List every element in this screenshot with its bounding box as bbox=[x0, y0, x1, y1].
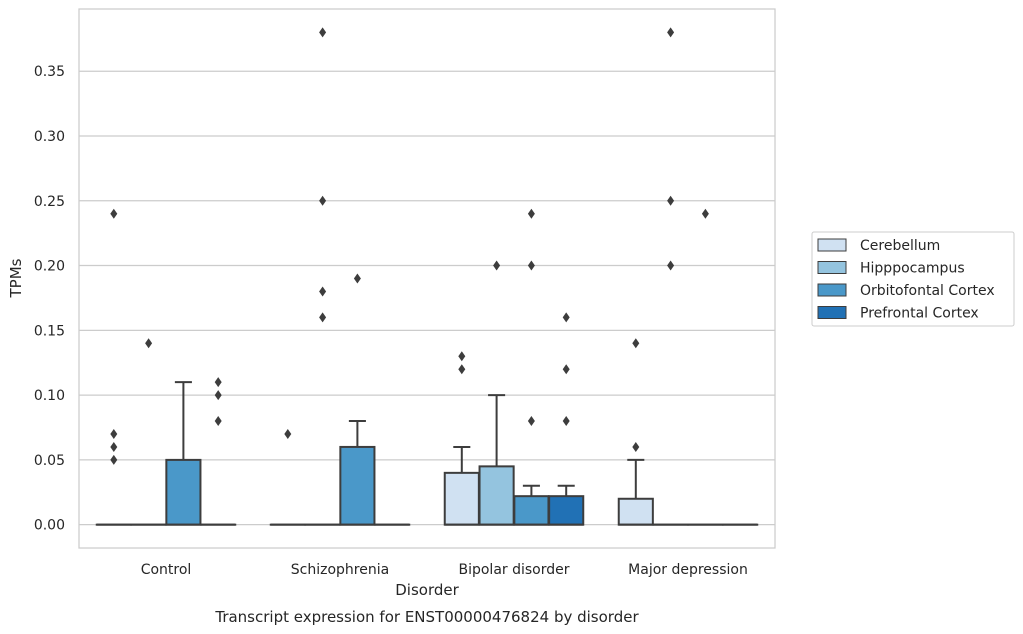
outlier-point bbox=[458, 364, 466, 375]
legend-frame bbox=[811, 231, 1015, 327]
box-0-0 bbox=[95, 208, 132, 526]
legend-label: Cerebellum bbox=[860, 238, 940, 254]
outlier-point bbox=[110, 454, 118, 465]
y-tick-label: 0.35 bbox=[34, 64, 65, 80]
outlier-point bbox=[319, 195, 327, 206]
outlier-point bbox=[667, 260, 675, 271]
outlier-point bbox=[145, 338, 153, 349]
box-0-1 bbox=[130, 338, 167, 526]
y-tick-labels: 0.00 0.05 0.10 0.15 0.20 0.25 0.30 0.35 bbox=[34, 64, 65, 533]
y-tick-label: 0.20 bbox=[34, 259, 65, 275]
x-tick-label: Bipolar disorder bbox=[458, 562, 569, 578]
x-axis-title: Disorder bbox=[395, 581, 459, 599]
box-body bbox=[617, 497, 654, 526]
box-1-1 bbox=[304, 27, 341, 526]
legend-swatch bbox=[817, 283, 847, 297]
outlier-point bbox=[493, 260, 501, 271]
box-body bbox=[339, 445, 376, 526]
outlier-point bbox=[110, 428, 118, 439]
box-0-3 bbox=[200, 377, 237, 526]
box-2-1 bbox=[478, 260, 515, 526]
outlier-point bbox=[562, 364, 570, 375]
legend-swatch bbox=[817, 306, 847, 319]
legend-swatch bbox=[817, 238, 847, 252]
outlier-point bbox=[458, 351, 466, 362]
box-1-0 bbox=[269, 428, 306, 526]
outlier-point bbox=[562, 312, 570, 323]
box-0-2 bbox=[165, 381, 202, 526]
y-axis-title: TPMs bbox=[7, 258, 25, 298]
box-3-2 bbox=[687, 208, 724, 526]
y-tick-label: 0.15 bbox=[34, 323, 65, 339]
legend-swatch bbox=[817, 261, 847, 274]
box-2-3 bbox=[548, 312, 585, 526]
outlier-point bbox=[527, 208, 535, 219]
outlier-point bbox=[214, 377, 222, 388]
outlier-point bbox=[353, 273, 361, 284]
box-3-1 bbox=[652, 27, 689, 526]
outlier-point bbox=[632, 338, 640, 349]
outlier-point bbox=[214, 416, 222, 427]
outlier-point bbox=[284, 428, 292, 439]
box-body bbox=[548, 495, 585, 526]
box-body bbox=[165, 458, 202, 526]
outlier-point bbox=[319, 27, 327, 38]
outlier-point bbox=[667, 27, 675, 38]
y-tick-label: 0.10 bbox=[34, 388, 65, 404]
box-body bbox=[478, 465, 515, 526]
box-body bbox=[443, 471, 480, 526]
x-tick-label: Control bbox=[141, 562, 192, 578]
outlier-point bbox=[527, 416, 535, 427]
legend-label: Orbitofontal Cortex bbox=[860, 283, 995, 299]
outlier-point bbox=[701, 208, 709, 219]
y-tick-label: 0.30 bbox=[34, 129, 65, 145]
legend: Cerebellum Hipppocampus Orbitofontal Corte… bbox=[811, 231, 1015, 327]
outlier-point bbox=[110, 441, 118, 452]
legend-items: Cerebellum Hipppocampus Orbitofontal Corte… bbox=[817, 238, 995, 322]
y-tick-label: 0.00 bbox=[34, 518, 65, 534]
box-3-0 bbox=[617, 338, 654, 526]
box-2-2 bbox=[513, 208, 550, 526]
outlier-point bbox=[527, 260, 535, 271]
y-tick-label: 0.25 bbox=[34, 194, 65, 210]
plot-frame bbox=[78, 8, 776, 549]
x-tick-label: Major depression bbox=[628, 562, 748, 578]
outlier-point bbox=[319, 286, 327, 297]
legend-label: Hipppocampus bbox=[860, 261, 965, 277]
chart-title: Transcript expression for ENST0000047682… bbox=[214, 608, 639, 626]
x-tick-label: Schizophrenia bbox=[291, 562, 389, 578]
outlier-point bbox=[632, 441, 640, 452]
box-1-2 bbox=[339, 273, 376, 526]
outlier-point bbox=[214, 390, 222, 401]
legend-label: Prefrontal Cortex bbox=[860, 306, 979, 322]
y-tick-label: 0.05 bbox=[34, 453, 65, 469]
box-body bbox=[513, 495, 550, 526]
x-tick-labels: Control Schizophrenia Bipolar disorder Majo… bbox=[141, 562, 748, 578]
box-2-0 bbox=[443, 351, 480, 526]
outlier-point bbox=[667, 195, 675, 206]
outlier-point bbox=[562, 416, 570, 427]
outlier-point bbox=[110, 208, 118, 219]
box-plots bbox=[95, 27, 759, 526]
outlier-point bbox=[319, 312, 327, 323]
